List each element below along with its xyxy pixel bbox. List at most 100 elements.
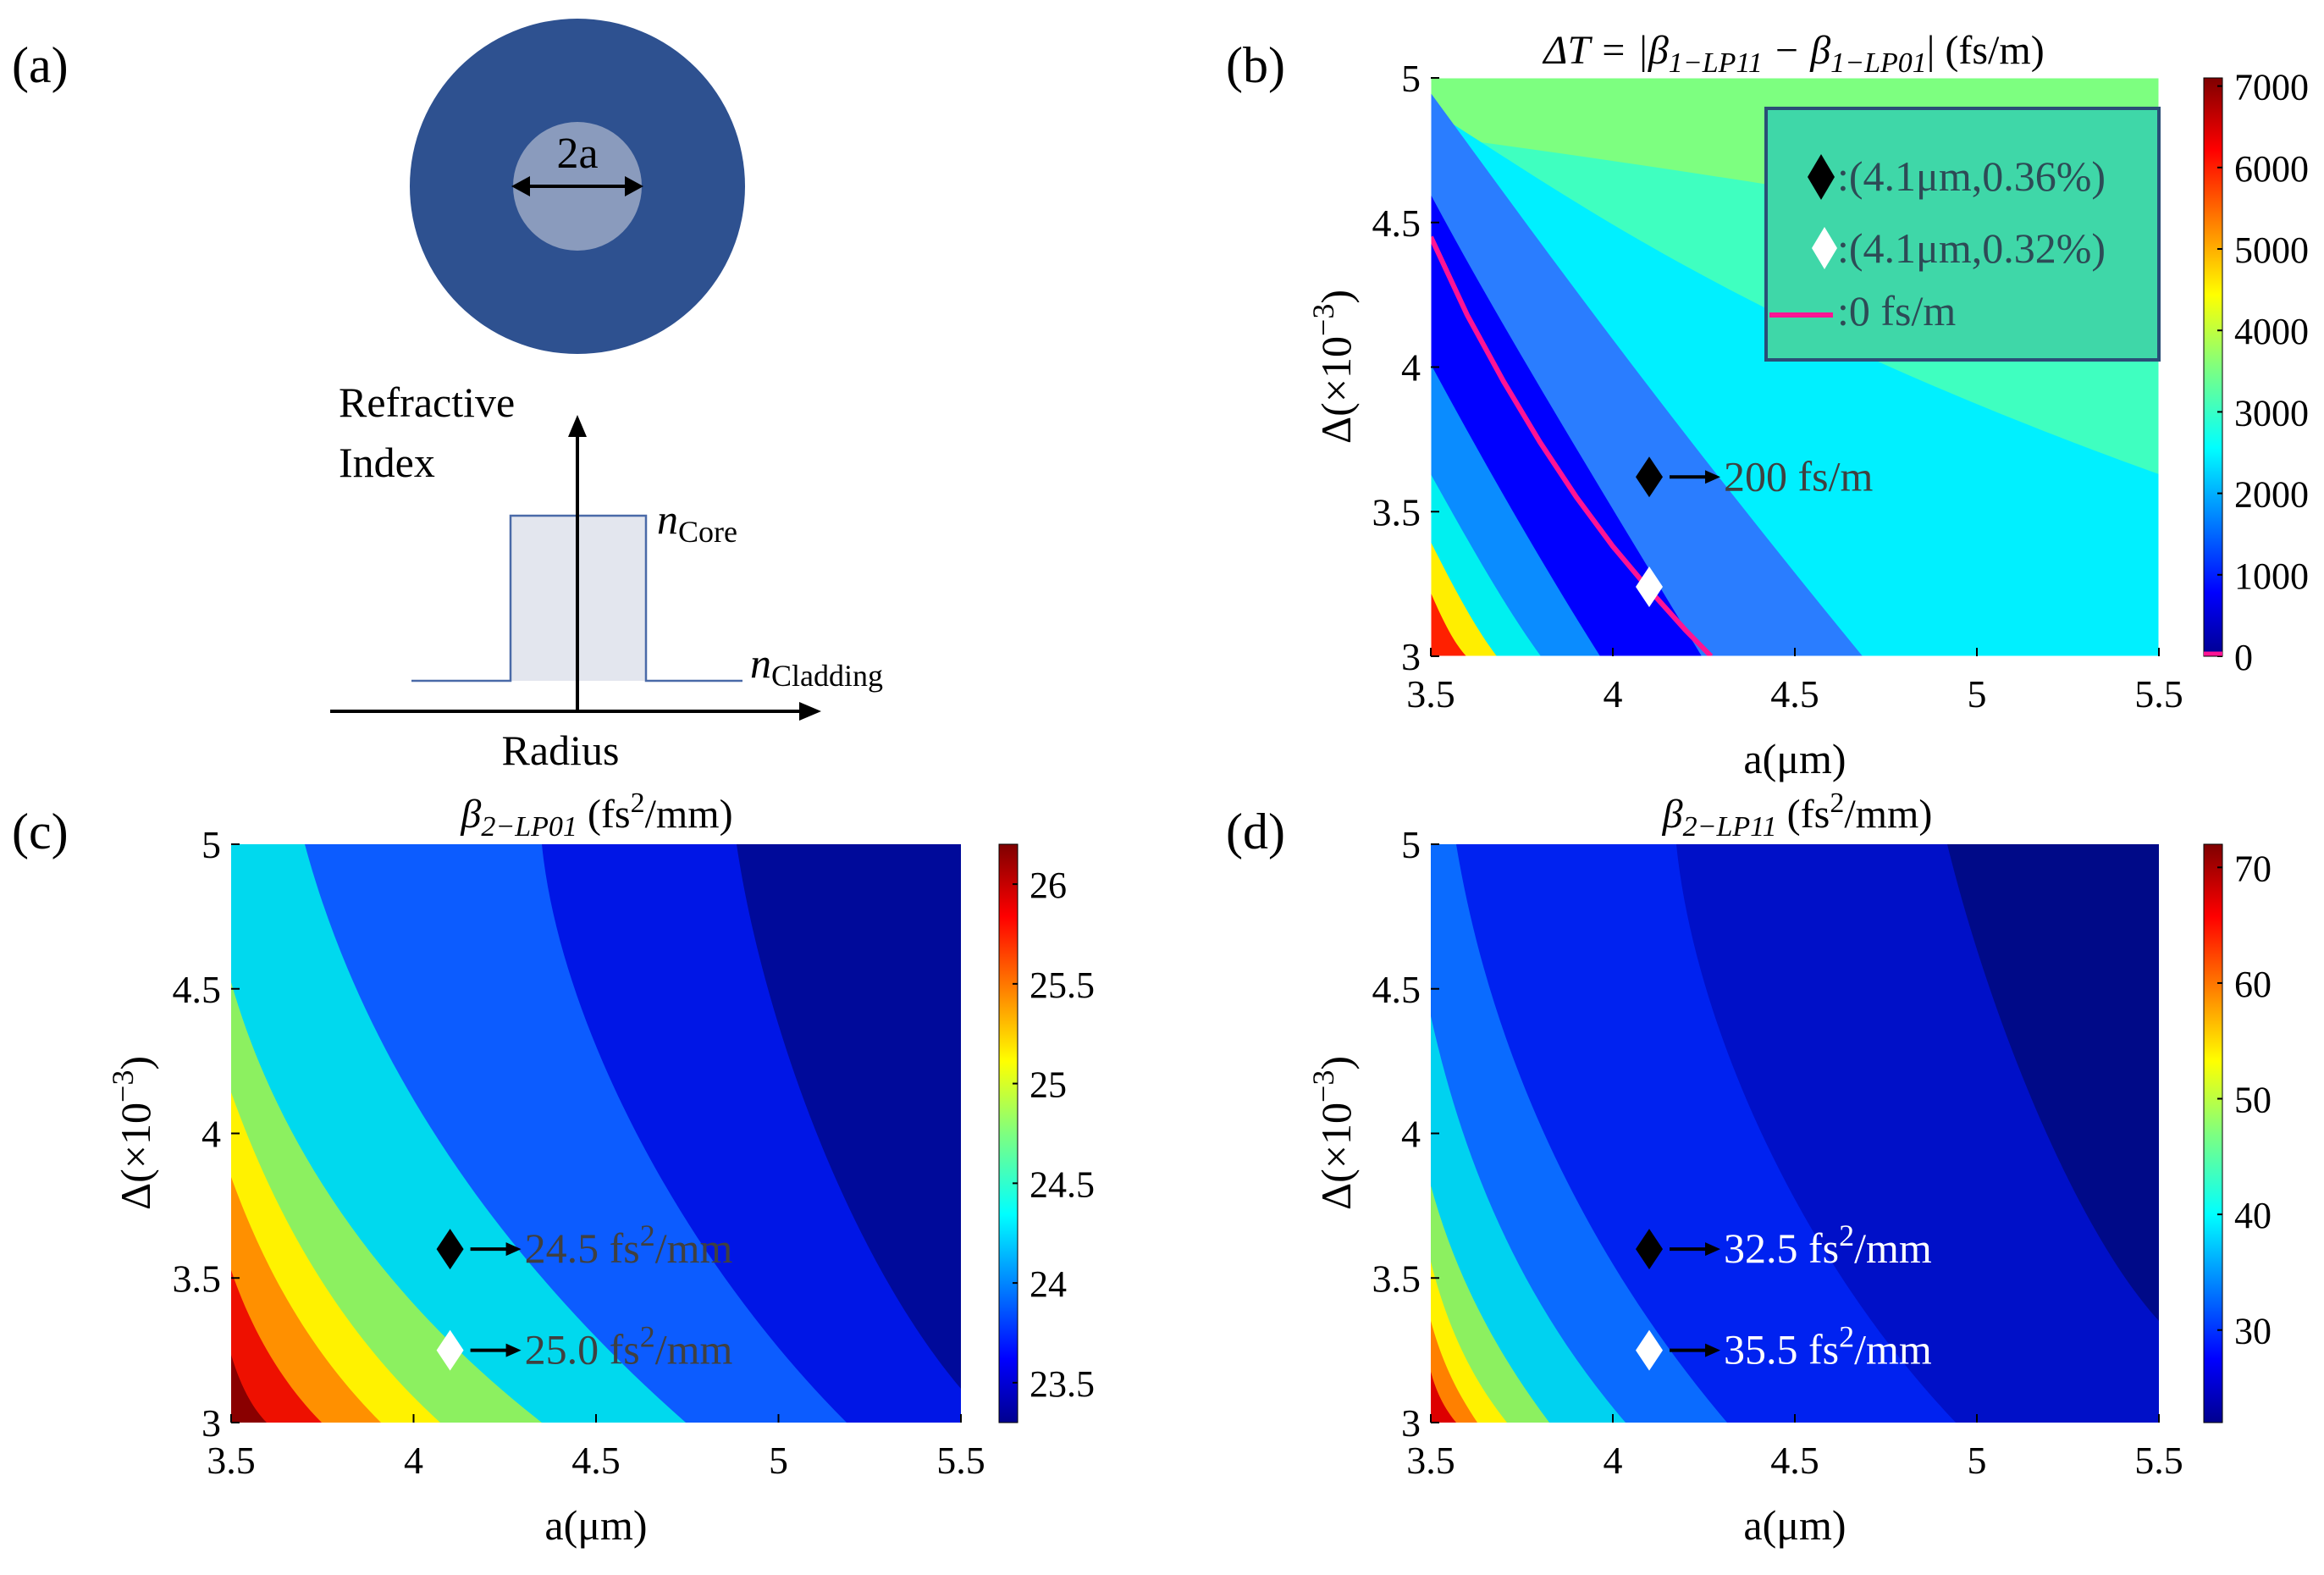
panel-b-label: (b) xyxy=(1226,37,1285,93)
profile-xlabel: Radius xyxy=(502,727,620,774)
x-tick-label: 4 xyxy=(404,1439,423,1482)
y-tick-label: 4 xyxy=(201,1113,221,1156)
panel-c: (c) β2−LP01 (fs2/mm) 3.5 4 4.5 5 5.533.544.5… xyxy=(12,788,1095,1549)
colorbar-gradient xyxy=(999,844,1018,1423)
white-diamond-marker xyxy=(436,1329,464,1371)
y-tick-label: 3 xyxy=(201,1401,221,1445)
xlabel-b: a(μm) xyxy=(1743,735,1846,782)
colorbar-tick-label: 2000 xyxy=(2234,474,2309,516)
profile-y-arrowhead xyxy=(568,415,587,437)
y-tick-label: 4.5 xyxy=(173,968,222,1011)
x-tick-label: 5.5 xyxy=(2134,1439,2183,1482)
colorbar-frame xyxy=(2203,843,2223,1423)
black-diamond-marker xyxy=(1636,1229,1663,1270)
panel-c-label: (c) xyxy=(12,804,69,859)
annotation-label: 24.5 fs2/mm xyxy=(525,1219,733,1272)
black-diamond-marker xyxy=(1636,456,1663,498)
heatmap-c-band-red xyxy=(231,1270,322,1423)
heatmap-c xyxy=(231,844,961,1423)
colorbar-gradient xyxy=(2204,844,2222,1423)
n-cladding-label: nCladding xyxy=(750,639,883,693)
legend-b-white-label: :(4.1μm,0.32%) xyxy=(1837,224,2106,272)
x-tick-label: 4.5 xyxy=(1770,1439,1819,1482)
zero-contour-line xyxy=(1431,235,1714,656)
y-tick-label: 4 xyxy=(1401,346,1421,390)
colorbar-tick-label: 7000 xyxy=(2234,67,2309,108)
panel-a-label: (a) xyxy=(12,37,69,93)
colorbar-gradient xyxy=(2204,78,2222,656)
colorbar-tick-label: 25 xyxy=(1030,1064,1067,1106)
colorbar-frame xyxy=(998,843,1018,1423)
y-tick-label: 3 xyxy=(1401,1401,1421,1445)
heatmap-c-band-dark xyxy=(231,1355,267,1423)
annotation-arrowhead xyxy=(505,1242,522,1257)
profile-ylabel-line2: Index xyxy=(339,439,435,486)
arrowhead-left xyxy=(511,176,530,196)
x-tick-label: 5 xyxy=(1968,672,1987,716)
colorbar-tick-label: 4000 xyxy=(2234,311,2309,352)
annotation-label: 32.5 fs2/mm xyxy=(1724,1219,1932,1272)
panel-b: (b) ΔT = |β1−LP11 − β1−LP01| (fs/m) 3.5 4… xyxy=(1226,28,2309,782)
fiber-diameter-label: 2a xyxy=(556,130,598,178)
x-tick-label: 4.5 xyxy=(571,1439,621,1482)
black-diamond-marker xyxy=(436,1229,464,1270)
x-tick-label: 5 xyxy=(1968,1439,1987,1482)
colorbar-frame xyxy=(2203,77,2223,657)
colorbar-d: 30 40 50 60 70 xyxy=(2203,843,2272,1423)
x-tick-label: 3.5 xyxy=(207,1439,256,1482)
colorbar-tick-label: 5000 xyxy=(2234,229,2309,271)
white-diamond-marker xyxy=(1636,1329,1663,1371)
y-tick-label: 4.5 xyxy=(1372,202,1421,245)
white-diamond-marker xyxy=(1636,566,1663,608)
x-tick-label: 4 xyxy=(1604,1439,1623,1482)
x-tick-label: 4 xyxy=(1604,672,1623,716)
profile-ylabel-line1: Refractive xyxy=(339,379,515,426)
axes-b: 3.5 4 4.5 5 5.533.544.55 xyxy=(1372,57,2183,716)
panel-d-title: β2−LP11 (fs2/mm) xyxy=(1662,788,1933,843)
axes-c: 3.5 4 4.5 5 5.533.544.55 xyxy=(173,823,985,1482)
xlabel-d: a(μm) xyxy=(1743,1501,1846,1549)
colorbar-tick-label: 23.5 xyxy=(1030,1363,1095,1405)
colorbar-tick-label: 40 xyxy=(2234,1195,2272,1236)
colorbar-b: 0 1000 2000 3000 4000 5000 6000 7000 xyxy=(2203,67,2309,678)
colorbar-tick-label: 0 xyxy=(2234,637,2253,678)
y-tick-label: 3.5 xyxy=(1372,1257,1421,1300)
x-tick-label: 5.5 xyxy=(2134,672,2183,716)
profile-x-arrowhead xyxy=(799,702,821,721)
colorbar-tick-label: 24 xyxy=(1030,1263,1067,1305)
colorbar-tick-label: 25.5 xyxy=(1030,964,1095,1006)
legend-b-contour-label: :0 fs/m xyxy=(1837,287,1956,334)
arrowhead-right xyxy=(625,176,643,196)
colorbar-tick-label: 50 xyxy=(2234,1080,2272,1121)
y-tick-label: 4.5 xyxy=(1372,968,1421,1011)
y-tick-label: 5 xyxy=(1401,823,1421,866)
panel-a: (a) 2a Refractive Index Radius nCore nCl… xyxy=(12,19,883,774)
y-tick-label: 5 xyxy=(1401,57,1421,100)
legend-b-white-diamond xyxy=(1812,227,1837,269)
panel-d-label: (d) xyxy=(1226,804,1285,859)
ylabel-d: Δ(×10−3) xyxy=(1306,1056,1360,1210)
heatmap-d-band-orange xyxy=(1431,1321,1477,1423)
legend-b: :(4.1μm,0.36%) :(4.1μm,0.32%) :0 fs/m xyxy=(1764,107,2161,362)
colorbar-tick-label: 3000 xyxy=(2234,392,2309,434)
colorbar-tick-label: 1000 xyxy=(2234,555,2309,597)
heatmap-b-band-red xyxy=(1431,593,1466,656)
colorbar-tick-label: 24.5 xyxy=(1030,1163,1095,1205)
ylabel-b: Δ(×10−3) xyxy=(1306,290,1360,444)
annotation-arrowhead xyxy=(1705,1343,1720,1357)
annotation-arrowhead xyxy=(1705,470,1720,484)
markers-b: 200 fs/m xyxy=(1636,452,1874,608)
ylabel-c: Δ(×10−3) xyxy=(106,1056,159,1210)
annotation-arrowhead xyxy=(1705,1242,1720,1257)
x-tick-label: 3.5 xyxy=(1406,1439,1455,1482)
colorbar-tick-label: 30 xyxy=(2234,1311,2272,1352)
legend-b-black-label: :(4.1μm,0.36%) xyxy=(1837,152,2106,200)
y-tick-label: 3.5 xyxy=(1372,490,1421,533)
heatmap-d xyxy=(1431,844,2159,1423)
legend-b-box xyxy=(1764,107,2161,362)
legend-b-black-diamond xyxy=(1808,154,1835,200)
xlabel-c: a(μm) xyxy=(544,1501,647,1549)
y-tick-label: 3 xyxy=(1401,635,1421,678)
x-tick-label: 3.5 xyxy=(1406,672,1455,716)
